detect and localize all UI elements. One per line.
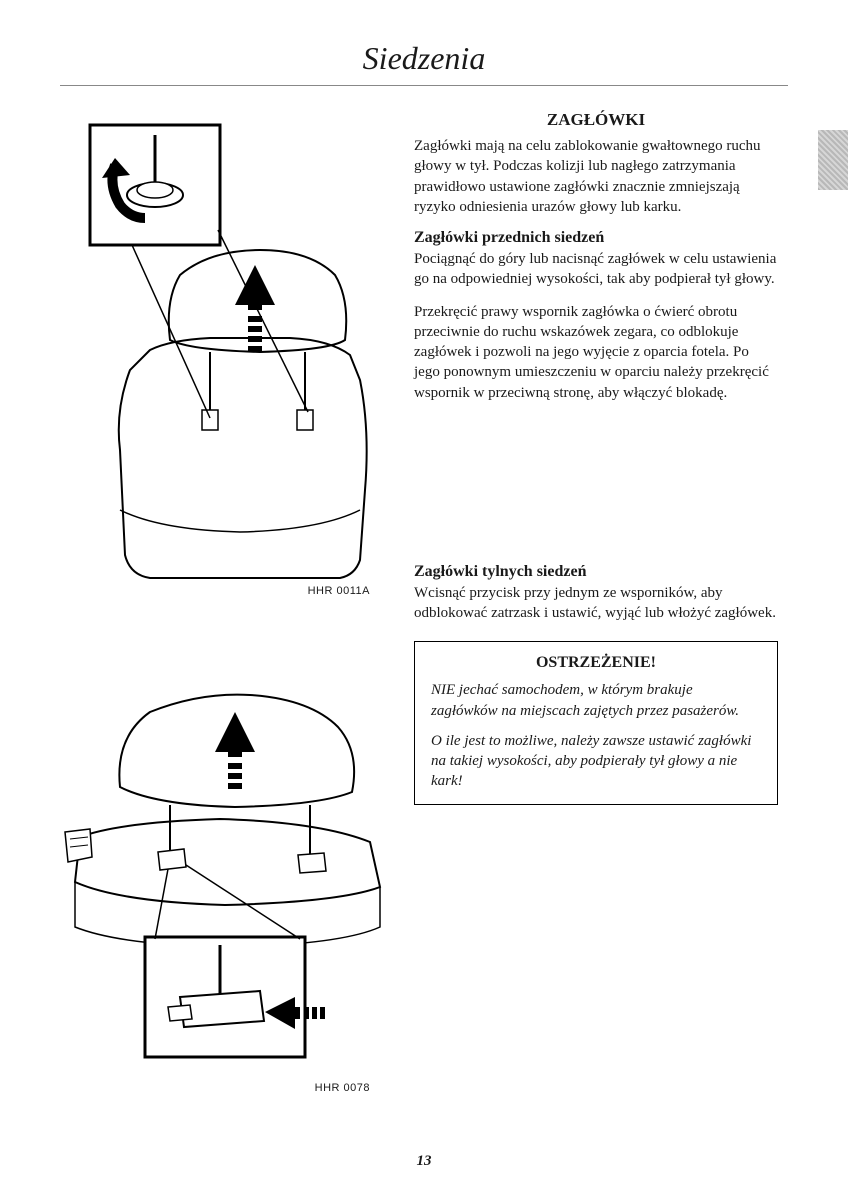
page-title: Siedzenia	[60, 40, 788, 77]
figure-1-label: HHR 0011A	[60, 585, 390, 597]
left-column: HHR 0011A	[60, 110, 390, 1124]
page-number: 13	[0, 1153, 848, 1170]
rear-headrests-heading: Zagłówki tylnych siedzeń	[414, 563, 778, 581]
right-column: ZAGŁÓWKI Zagłówki mają na celu zablokowa…	[414, 110, 788, 1124]
front-headrests-heading: Zagłówki przednich siedzeń	[414, 229, 778, 247]
rear-headrests-section: Zagłówki tylnych siedzeń Wcisnąć przycis…	[414, 563, 778, 805]
content-area: HHR 0011A	[60, 110, 788, 1124]
figure-2-label: HHR 0078	[60, 1082, 390, 1094]
headrests-section: ZAGŁÓWKI Zagłówki mają na celu zablokowa…	[414, 110, 778, 403]
thumb-index-tab	[818, 130, 848, 190]
front-headrests-p2: Przekręcić prawy wspornik zagłówka o ćwi…	[414, 302, 778, 403]
page-header: Siedzenia	[60, 40, 788, 86]
warning-box: OSTRZEŻENIE! NIE jechać samochodem, w kt…	[414, 641, 778, 804]
front-headrests-p1: Pociągnąć do góry lub nacisnąć zagłówek …	[414, 249, 778, 290]
front-headrest-illustration	[60, 110, 390, 580]
figure-front-headrest: HHR 0011A	[60, 110, 390, 597]
headrests-heading: ZAGŁÓWKI	[414, 110, 778, 130]
warning-title: OSTRZEŻENIE!	[431, 654, 761, 672]
figure-rear-headrest: HHR 0078	[60, 657, 390, 1094]
warning-p1: NIE jechać samochodem, w którym brakuje …	[431, 680, 761, 721]
up-arrow-icon	[215, 712, 255, 789]
warning-p2: O ile jest to możliwe, należy zawsze ust…	[431, 731, 761, 792]
rear-headrest-illustration	[60, 657, 390, 1077]
rear-headrests-p1: Wcisnąć przycisk przy jednym ze wspornik…	[414, 583, 778, 624]
headrests-intro: Zagłówki mają na celu zablokowanie gwałt…	[414, 136, 778, 217]
